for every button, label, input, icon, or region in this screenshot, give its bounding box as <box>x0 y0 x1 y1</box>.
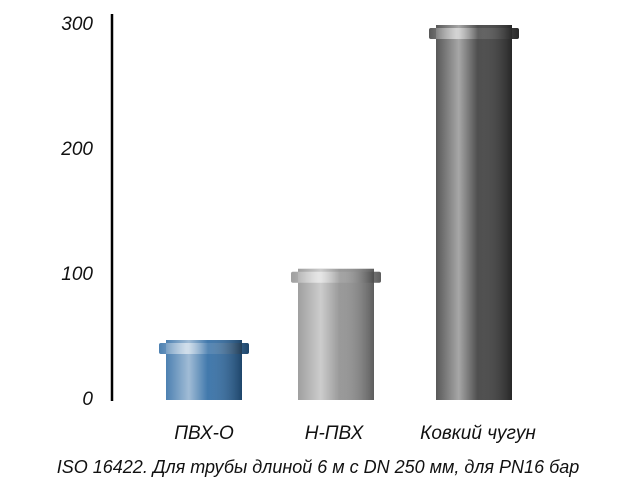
x-tick-label: Н-ПВХ <box>305 423 365 444</box>
caption: ISO 16422. Для трубы длиной 6 м с DN 250… <box>57 457 579 477</box>
y-tick-label: 100 <box>61 264 93 285</box>
y-tick-label: 200 <box>60 139 93 160</box>
y-tick-label: 0 <box>82 389 93 410</box>
pipe-socket-shine <box>429 28 519 39</box>
y-tick-label: 300 <box>61 14 93 35</box>
pipe-socket-shine <box>291 272 381 283</box>
pipe-shine <box>298 269 374 400</box>
pipe-socket-shine <box>159 343 249 354</box>
pipe-shine <box>436 25 512 400</box>
x-tick-label: ПВХ-О <box>174 423 234 444</box>
chart: ISO 16422. Для трубы длиной 6 м с DN 250… <box>0 0 631 481</box>
x-tick-label: Ковкий чугун <box>420 423 536 444</box>
